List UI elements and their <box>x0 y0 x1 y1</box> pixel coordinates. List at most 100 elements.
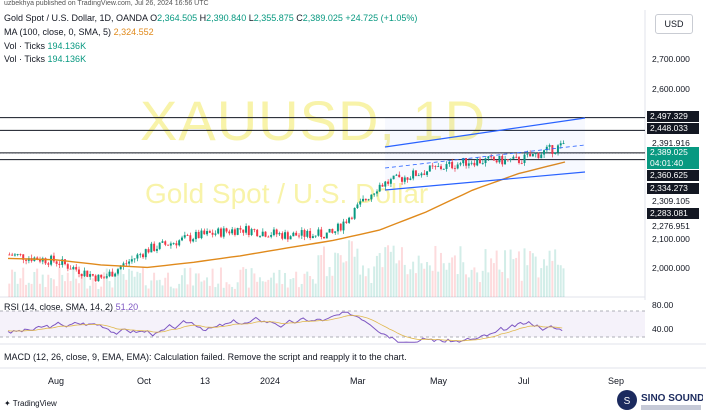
volume-bar <box>125 279 128 297</box>
volume-bar <box>509 249 512 297</box>
ma-legend[interactable]: MA (100, close, 0, SMA, 5) 2,324.552 <box>4 27 154 38</box>
volume-bar <box>434 245 437 297</box>
candle <box>161 239 164 244</box>
volume-bar <box>155 280 158 297</box>
volume-bar <box>94 282 97 297</box>
candle <box>492 155 495 161</box>
candle <box>130 255 133 264</box>
candle <box>467 159 470 169</box>
volume-bar <box>476 272 479 297</box>
volume-bar <box>11 269 14 297</box>
candle <box>105 273 108 279</box>
volume-bar <box>467 277 470 297</box>
candle <box>233 227 236 237</box>
volume-bar <box>559 265 562 297</box>
volume-bar <box>8 283 11 297</box>
volume-bar <box>345 261 348 297</box>
volume-bar <box>75 278 78 297</box>
candle <box>303 228 306 241</box>
volume-bar <box>91 278 94 297</box>
candle <box>295 230 298 236</box>
candle <box>225 227 228 234</box>
ma-label: MA (100, close, 0, SMA, 5) <box>4 27 112 37</box>
level-tag: 2,360.625 <box>647 170 699 181</box>
volume-bar <box>473 267 476 297</box>
rsi-legend[interactable]: RSI (14, close, SMA, 14, 2) 51.20 <box>4 302 138 312</box>
volume-bar <box>19 278 22 297</box>
candle <box>158 242 161 251</box>
volume-bar <box>278 269 281 297</box>
rsi-tick: 80.00 <box>652 300 674 310</box>
volume-bar <box>448 262 451 297</box>
open-label: O <box>150 13 158 23</box>
low-label: L <box>248 13 254 23</box>
volume-bar <box>534 256 537 297</box>
volume-bar <box>328 267 331 297</box>
volume-bar <box>66 272 69 297</box>
volume-bar <box>423 268 426 297</box>
macd-legend[interactable]: MACD (12, 26, close, 9, EMA, EMA): Calcu… <box>4 352 407 362</box>
candle <box>426 170 429 177</box>
candle <box>336 222 339 235</box>
channel-mid-line[interactable] <box>384 144 586 169</box>
volume-bar <box>228 284 231 297</box>
channel-upper-line[interactable] <box>384 117 586 148</box>
candle <box>490 153 493 160</box>
candle <box>245 223 248 235</box>
candle <box>367 198 370 201</box>
currency-button[interactable]: USD <box>655 14 693 34</box>
volume-bar <box>451 257 454 297</box>
volume-bar <box>303 273 306 297</box>
volume-bar <box>295 271 298 297</box>
symbol-title: Gold Spot / U.S. Dollar, 1D, OANDA <box>4 13 148 23</box>
change-value: +24.725 (+1.05%) <box>345 13 418 23</box>
candle <box>136 253 139 262</box>
volume-bar <box>556 264 559 297</box>
candle <box>66 262 69 272</box>
candle <box>412 168 415 181</box>
trend-channel[interactable] <box>384 117 586 191</box>
candle <box>437 162 440 168</box>
candle <box>523 152 526 166</box>
volume-bar <box>144 285 147 297</box>
candle <box>409 176 412 181</box>
candle <box>153 241 156 252</box>
candle <box>559 140 562 149</box>
volume-bar <box>523 248 526 297</box>
volume-bar <box>55 286 58 297</box>
volume-bar <box>453 255 456 297</box>
candle <box>478 156 481 164</box>
candle <box>97 274 100 282</box>
candle <box>359 198 362 207</box>
candle <box>465 157 468 169</box>
vol-legend-2[interactable]: Vol · Ticks 194.136K <box>4 54 86 65</box>
candle <box>16 253 19 257</box>
volume-bar <box>100 286 103 297</box>
vol-legend[interactable]: Vol · Ticks 194.136K <box>4 41 86 52</box>
candle <box>512 155 515 159</box>
watermark-title: XAUUSD, 1D <box>140 89 487 152</box>
candle <box>543 149 546 159</box>
volume-bar <box>531 253 534 297</box>
volume-bar <box>189 267 192 297</box>
candle <box>75 263 78 272</box>
candle <box>345 219 348 224</box>
volume-bar <box>459 246 462 297</box>
candle <box>13 252 16 257</box>
candle <box>353 207 356 220</box>
candle <box>100 274 103 279</box>
volume-bar <box>384 247 387 297</box>
volume-bar <box>122 274 125 297</box>
volume-bar <box>97 288 100 297</box>
channel-lower-line[interactable] <box>384 171 586 191</box>
volume-bar <box>286 287 289 297</box>
volume-bar <box>192 285 195 297</box>
volume-bar <box>272 272 275 297</box>
volume-bar <box>167 272 170 297</box>
volume-bar <box>501 272 504 297</box>
candle <box>562 140 565 145</box>
volume-bar <box>470 269 473 297</box>
tradingview-icon: ✦ <box>4 399 13 408</box>
tradingview-logo[interactable]: ✦ TradingView <box>4 399 57 408</box>
